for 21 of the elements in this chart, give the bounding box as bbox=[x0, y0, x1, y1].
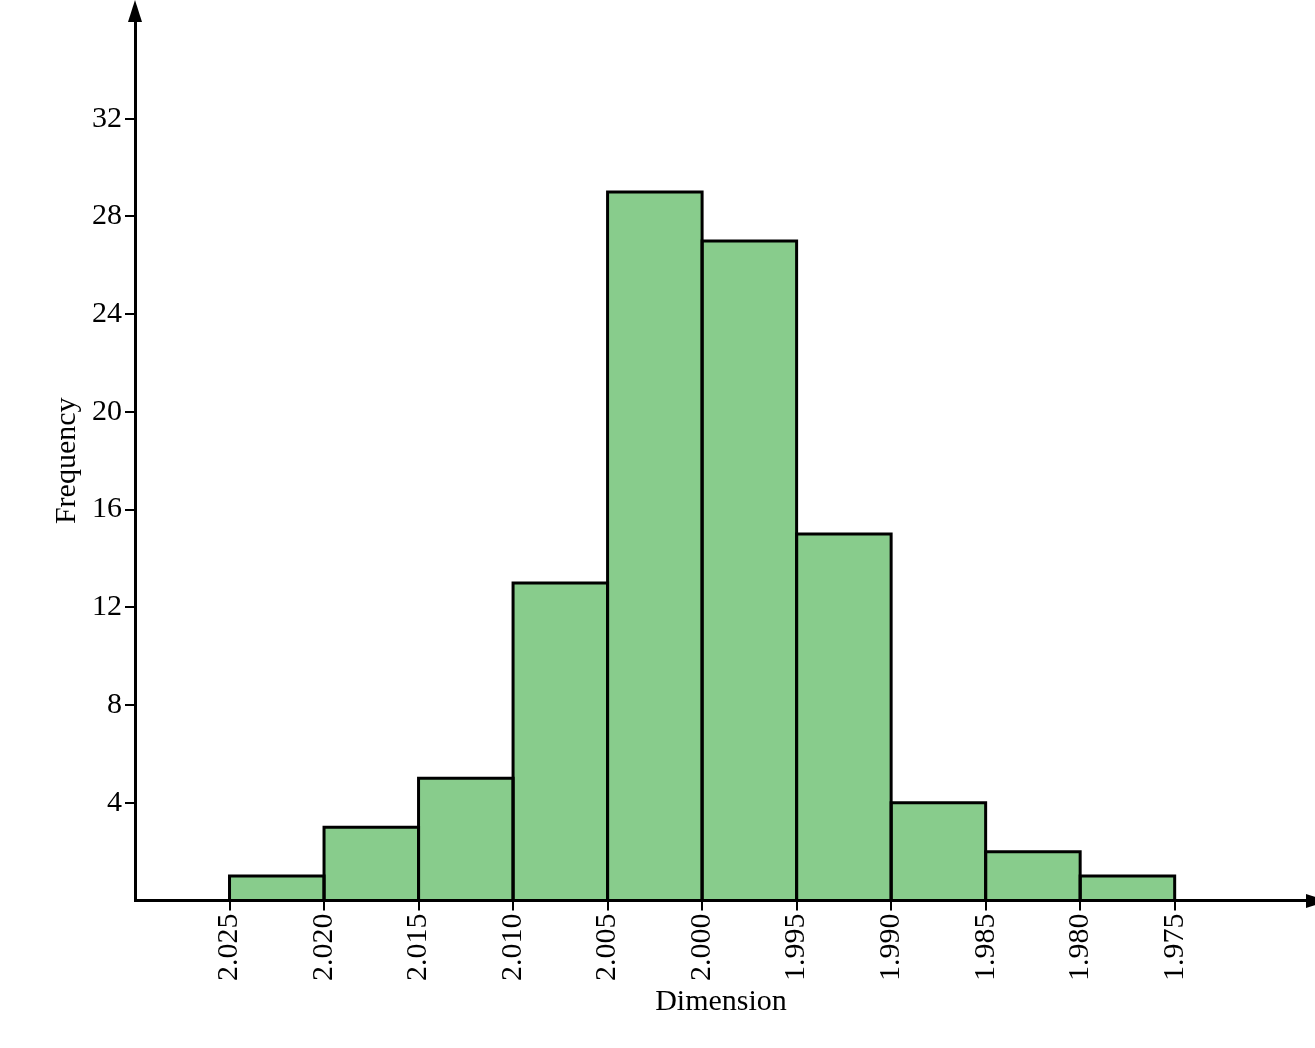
x-tick-label: 1.995 bbox=[777, 913, 811, 981]
x-tick-label: 2.000 bbox=[682, 913, 716, 981]
y-tick-label: 32 bbox=[92, 99, 122, 133]
x-tick-label: 1.990 bbox=[872, 913, 905, 981]
x-tick-label: 1.985 bbox=[966, 913, 1000, 981]
x-tick-label: 1.980 bbox=[1061, 913, 1095, 981]
y-tick-label: 20 bbox=[92, 392, 122, 426]
y-tick-label: 8 bbox=[107, 685, 122, 719]
x-tick-label: 1.975 bbox=[1155, 913, 1189, 981]
x-tick-label: 2.015 bbox=[399, 913, 433, 981]
y-tick-label: 12 bbox=[92, 588, 122, 622]
y-tick-label: 16 bbox=[92, 490, 122, 524]
x-tick-label: 2.005 bbox=[588, 913, 622, 981]
x-tick-label: 2.020 bbox=[304, 913, 338, 981]
x-tick-label: 2.010 bbox=[493, 913, 527, 981]
y-tick-label: 4 bbox=[107, 783, 122, 817]
y-axis-title: Frequency bbox=[47, 397, 81, 525]
x-axis-title: Dimension bbox=[655, 982, 787, 1016]
y-tick-label: 28 bbox=[92, 197, 122, 231]
y-tick-label: 24 bbox=[92, 295, 122, 329]
x-tick-label: 2.025 bbox=[210, 913, 244, 981]
